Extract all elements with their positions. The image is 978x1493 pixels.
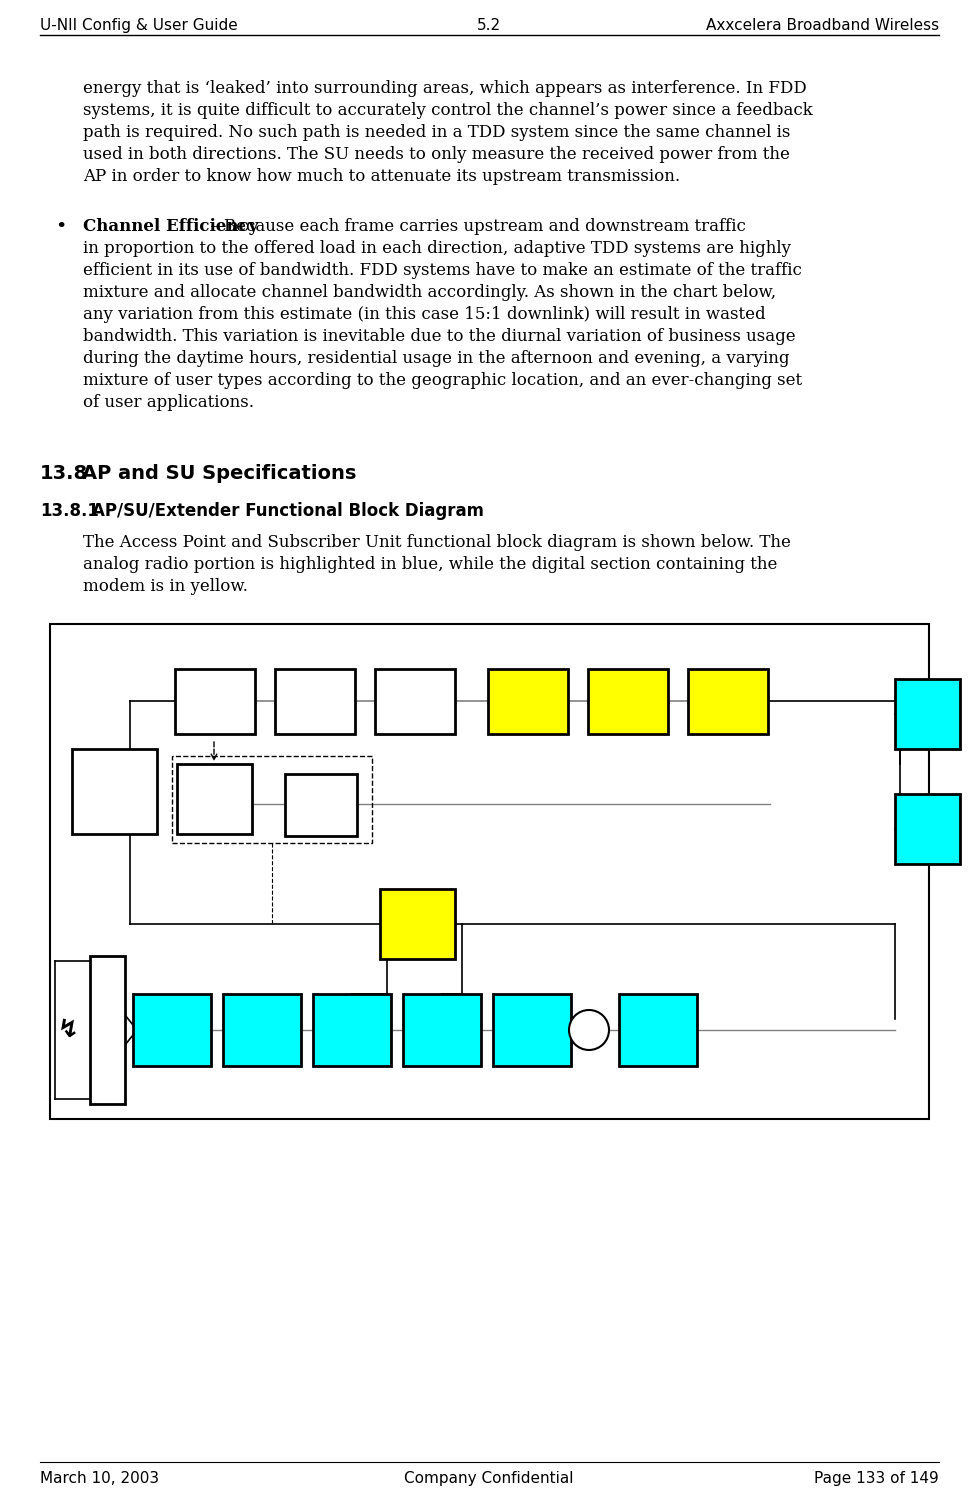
Bar [618,994,696,1066]
Bar [275,669,355,735]
Text: energy that is ‘leaked’ into surrounding areas, which appears as interference. I: energy that is ‘leaked’ into surrounding… [83,81,806,97]
Bar [894,794,959,864]
Text: AP and SU Specifications: AP and SU Specifications [82,464,356,484]
Text: modem is in yellow.: modem is in yellow. [83,578,247,596]
Text: 13.8: 13.8 [40,464,88,484]
Text: any variation from this estimate (in this case 15:1 downlink) will result in was: any variation from this estimate (in thi… [83,306,765,322]
Text: Axxcelera Broadband Wireless: Axxcelera Broadband Wireless [705,18,938,33]
Text: systems, it is quite difficult to accurately control the channel’s power since a: systems, it is quite difficult to accura… [83,102,812,119]
Text: AP/SU/Extender Functional Block Diagram: AP/SU/Extender Functional Block Diagram [92,502,483,520]
Bar [894,679,959,749]
Text: U-NII Config & User Guide: U-NII Config & User Guide [40,18,238,33]
Text: used in both directions. The SU needs to only measure the received power from th: used in both directions. The SU needs to… [83,146,789,163]
Bar [379,888,455,959]
Bar [493,994,570,1066]
Bar [177,764,251,835]
Text: mixture and allocate channel bandwidth accordingly. As shown in the chart below,: mixture and allocate channel bandwidth a… [83,284,776,302]
Bar [487,669,567,735]
Bar [172,755,372,844]
Text: Company Confidential: Company Confidential [404,1471,573,1486]
Text: of user applications.: of user applications. [83,394,253,411]
Text: during the daytime hours, residential usage in the afternoon and evening, a vary: during the daytime hours, residential us… [83,349,788,367]
Bar [90,956,125,1103]
Text: Page 133 of 149: Page 133 of 149 [814,1471,938,1486]
Text: March 10, 2003: March 10, 2003 [40,1471,159,1486]
Text: Channel Efficiency: Channel Efficiency [83,218,258,234]
Bar [313,994,390,1066]
Text: – Because each frame carries upstream and downstream traffic: – Because each frame carries upstream an… [205,218,745,234]
Bar [403,994,480,1066]
Text: bandwidth. This variation is inevitable due to the diurnal variation of business: bandwidth. This variation is inevitable … [83,328,795,345]
Bar [375,669,455,735]
Bar [133,994,211,1066]
Bar [688,669,767,735]
Text: The Access Point and Subscriber Unit functional block diagram is shown below. Th: The Access Point and Subscriber Unit fun… [83,534,790,551]
Text: •: • [55,218,67,236]
Bar [223,994,300,1066]
Bar [72,749,156,835]
Bar [175,669,254,735]
Text: path is required. No such path is needed in a TDD system since the same channel : path is required. No such path is needed… [83,124,789,140]
Bar [588,669,667,735]
Text: 13.8.1: 13.8.1 [40,502,99,520]
Circle shape [568,1009,608,1050]
Text: 5.2: 5.2 [476,18,501,33]
Text: efficient in its use of bandwidth. FDD systems have to make an estimate of the t: efficient in its use of bandwidth. FDD s… [83,261,801,279]
Bar [50,624,928,1118]
Bar [285,773,357,836]
Text: in proportion to the offered load in each direction, adaptive TDD systems are hi: in proportion to the offered load in eac… [83,240,790,257]
Text: analog radio portion is highlighted in blue, while the digital section containin: analog radio portion is highlighted in b… [83,555,777,573]
Text: mixture of user types according to the geographic location, and an ever-changing: mixture of user types according to the g… [83,372,801,390]
Text: AP in order to know how much to attenuate its upstream transmission.: AP in order to know how much to attenuat… [83,169,680,185]
Text: ↯: ↯ [58,1018,78,1042]
